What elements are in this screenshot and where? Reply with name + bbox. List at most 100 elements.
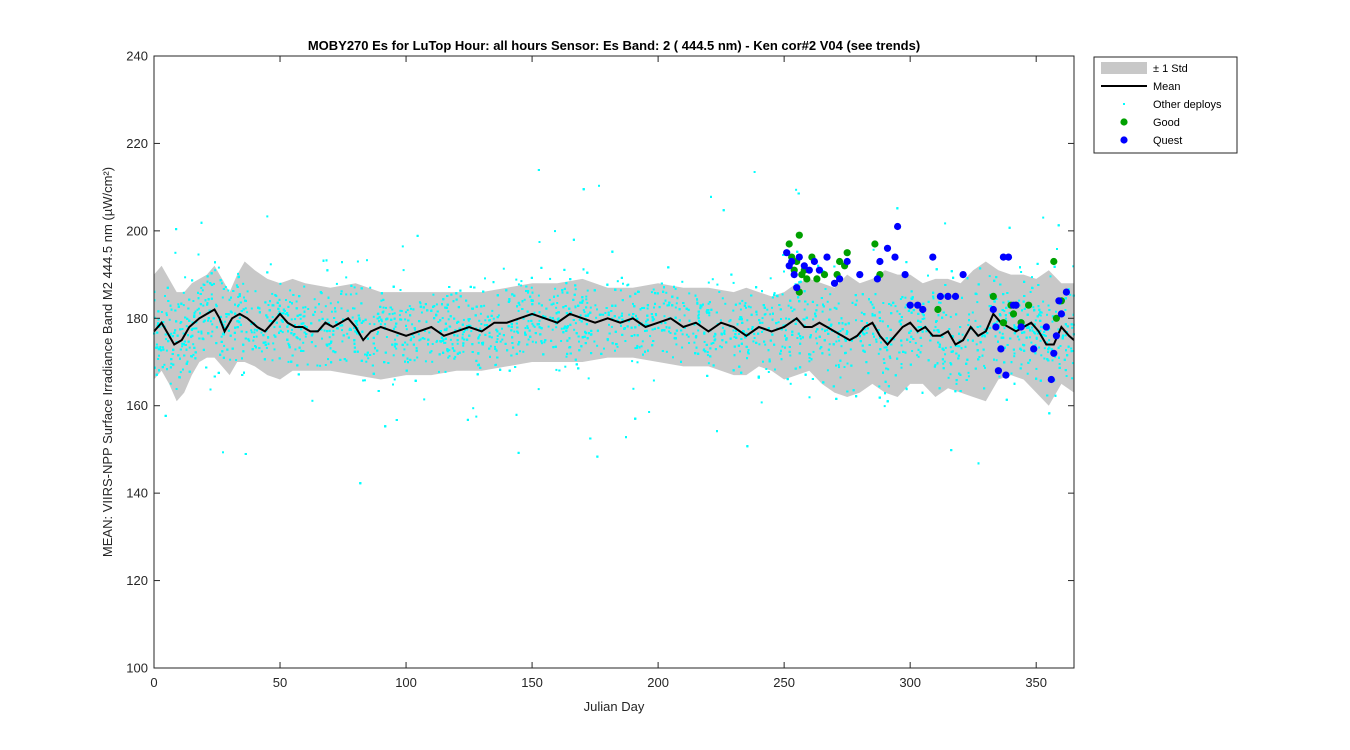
other-deploy-point [185,362,188,365]
other-deploy-point [515,352,518,355]
other-deploy-point [409,339,412,342]
other-deploy-point [753,171,756,173]
other-deploy-point [333,317,336,319]
other-deploy-point [944,353,947,356]
other-deploy-point [557,319,560,322]
other-deploy-point [833,306,836,309]
other-deploy-point [363,379,366,382]
other-deploy-point [340,293,343,295]
other-deploy-point [1049,275,1052,278]
other-deploy-point [971,339,974,342]
other-deploy-point [613,315,616,318]
other-deploy-point [641,340,644,343]
other-deploy-point [176,334,179,337]
other-deploy-point [632,387,635,390]
other-deploy-point [646,314,649,317]
other-deploy-point [944,346,947,349]
other-deploy-point [681,333,684,336]
other-deploy-point [941,347,944,350]
other-deploy-point [481,343,484,346]
other-deploy-point [1005,317,1007,320]
other-deploy-point [993,358,995,361]
other-deploy-point [413,327,416,330]
other-deploy-point [463,338,466,341]
other-deploy-point [586,314,589,317]
other-deploy-point [959,326,962,328]
other-deploy-point [685,333,688,336]
other-deploy-point [641,307,644,309]
other-deploy-point [647,349,649,352]
other-deploy-point [416,234,419,237]
other-deploy-point [366,354,369,357]
other-deploy-point [997,340,999,343]
other-deploy-point [214,269,217,272]
other-deploy-point [1059,345,1062,347]
other-deploy-point [414,379,417,382]
other-deploy-point [451,347,454,350]
other-deploy-point [815,330,817,333]
other-deploy-point [710,342,713,345]
other-deploy-point [468,318,471,320]
other-deploy-point [912,309,915,312]
other-deploy-point [826,329,829,332]
other-deploy-point [1033,331,1036,334]
other-deploy-point [554,287,557,290]
other-deploy-point [782,254,785,256]
other-deploy-point [850,339,853,342]
other-deploy-point [665,291,668,294]
other-deploy-point [457,320,460,323]
other-deploy-point [820,297,823,299]
other-deploy-point [769,339,772,342]
other-deploy-point [326,344,329,347]
other-deploy-point [967,324,970,326]
other-deploy-point [227,313,230,316]
other-deploy-point [773,292,776,295]
other-deploy-point [156,346,159,349]
other-deploy-point [569,323,572,326]
other-deploy-point [941,358,944,361]
other-deploy-point [1027,326,1030,329]
other-deploy-point [304,306,307,309]
other-deploy-point [242,350,245,353]
other-deploy-point [673,285,675,288]
other-deploy-point [671,295,674,298]
other-deploy-point [435,340,438,343]
other-deploy-point [354,330,357,333]
other-deploy-point [362,379,365,382]
other-deploy-point [762,304,765,307]
other-deploy-point [935,320,938,322]
other-deploy-point [696,302,699,305]
other-deploy-point [277,307,280,310]
other-deploy-point [753,337,756,339]
other-deploy-point [914,342,917,345]
other-deploy-point [407,319,410,322]
other-deploy-point [780,358,783,361]
other-deploy-point [1035,337,1038,340]
other-deploy-point [951,335,954,338]
other-deploy-point [873,314,876,317]
other-deploy-point [818,335,821,338]
other-deploy-point [1057,328,1060,331]
other-deploy-point [394,345,396,348]
other-deploy-point [634,326,637,329]
other-deploy-point [302,341,305,344]
other-deploy-point [921,312,924,315]
other-deploy-point [287,306,290,308]
other-deploy-point [919,320,922,323]
other-deploy-point [937,341,940,344]
other-deploy-point [786,378,789,381]
other-deploy-point [468,334,471,337]
other-deploy-point [1058,363,1061,365]
other-deploy-point [461,323,464,326]
other-deploy-point [884,392,886,395]
other-deploy-point [942,311,945,314]
other-deploy-point [583,335,586,338]
other-deploy-point [428,331,431,334]
other-deploy-point [673,337,676,340]
other-deploy-point [271,316,274,319]
other-deploy-point [276,301,279,304]
other-deploy-point [944,222,947,225]
other-deploy-point [164,333,167,336]
other-deploy-point [405,324,407,327]
other-deploy-point [560,340,563,342]
